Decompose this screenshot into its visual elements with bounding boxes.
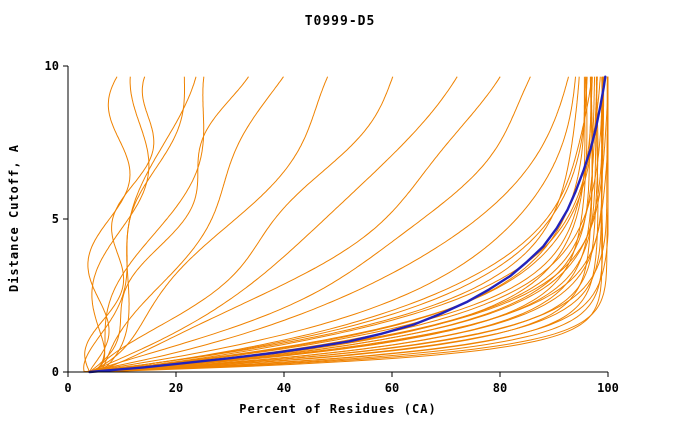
model-curve: [84, 76, 569, 373]
x-tick-label: 40: [277, 381, 291, 395]
model-curve: [94, 76, 501, 373]
x-tick-label: 80: [493, 381, 507, 395]
model-curve: [87, 76, 131, 373]
x-axis-ticks: 0 20 40 60 80 100: [64, 372, 619, 395]
model-curve: [84, 76, 594, 373]
model-curve: [84, 76, 593, 373]
model-curve: [94, 76, 394, 373]
model-curve: [89, 76, 609, 373]
model-curve: [89, 76, 593, 373]
model-curve: [89, 76, 603, 373]
model-curve: [89, 76, 593, 373]
model-curve: [94, 76, 205, 373]
model-curve: [91, 76, 150, 373]
x-tick-label: 20: [169, 381, 183, 395]
axis-lines: [67, 66, 608, 373]
x-tick-label: 60: [385, 381, 399, 395]
model-curve: [84, 76, 155, 373]
model-curve: [84, 76, 609, 373]
model-curve: [89, 76, 329, 373]
model-curve: [84, 76, 580, 373]
model-curve: [84, 76, 588, 373]
x-axis-label: Percent of Residues (CA): [239, 402, 437, 416]
model-curve: [89, 76, 587, 373]
model-curve: [84, 76, 576, 373]
model-curve: [89, 76, 458, 373]
x-tick-label: 100: [597, 381, 619, 395]
chart-title: T0999-D5: [304, 14, 376, 29]
model-curve: [89, 76, 605, 373]
model-curve: [99, 76, 284, 373]
y-tick-label: 0: [52, 365, 59, 379]
model-curve: [89, 76, 604, 373]
y-tick-label: 5: [52, 212, 59, 226]
model-curve: [94, 76, 609, 373]
model-curve: [100, 76, 197, 373]
model-curve: [89, 76, 249, 373]
model-curve: [89, 76, 531, 373]
model-curve: [89, 76, 596, 373]
model-curve: [84, 76, 599, 373]
model-curve: [94, 76, 601, 373]
x-tick-label: 0: [64, 381, 71, 395]
model-curve: [84, 76, 592, 373]
y-axis-ticks: 0 5 10: [45, 59, 68, 379]
highlight-curve: [88, 75, 607, 374]
model-curves: [83, 76, 609, 373]
model-curve: [84, 76, 598, 373]
model-curve: [89, 76, 609, 373]
model-curve: [84, 76, 585, 373]
model-curve: [83, 76, 185, 373]
y-tick-label: 10: [45, 59, 59, 73]
